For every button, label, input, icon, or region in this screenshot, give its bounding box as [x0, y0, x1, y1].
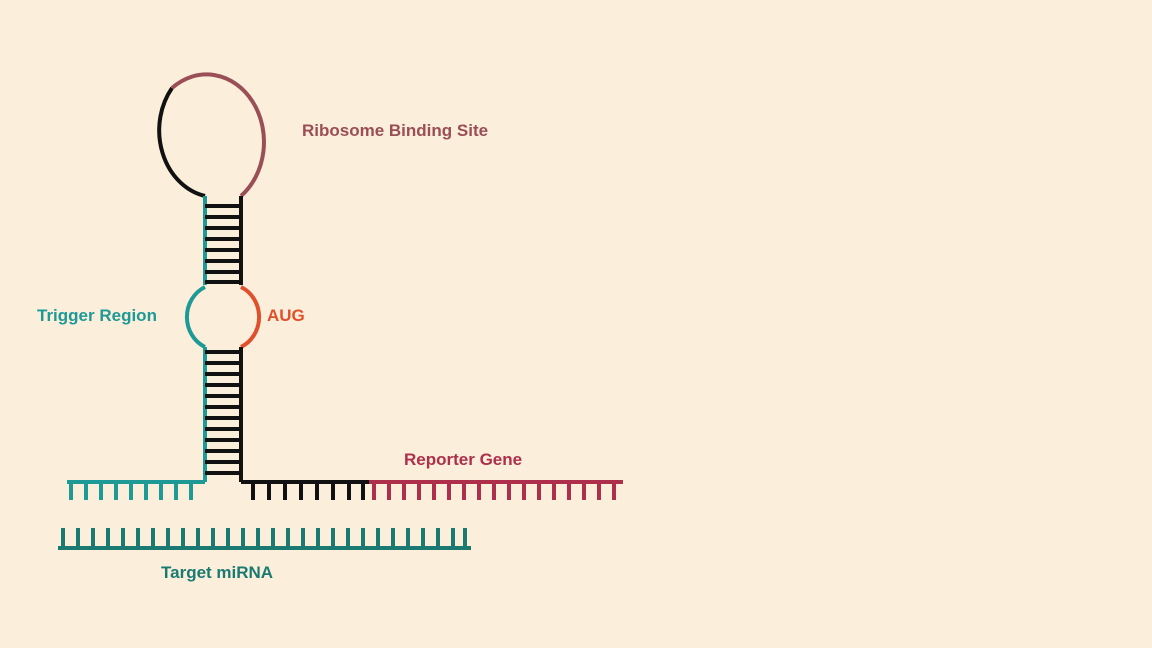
reporter-gene-strand-bases — [372, 482, 616, 500]
lower-stem-base-pairs — [205, 350, 241, 475]
upper-stem-base-pairs — [205, 204, 241, 284]
rbs-loop-arc — [170, 72, 266, 198]
trigger-region-label: Trigger Region — [37, 306, 157, 325]
ribosome-binding-site-label: Ribosome Binding Site — [302, 121, 489, 140]
target-mirna-bases — [61, 528, 467, 548]
target-mirna-label: Target miRNA — [161, 563, 274, 582]
aug-label: AUG — [267, 306, 305, 325]
linker-strand-bases — [251, 482, 365, 500]
reporter-gene-label: Reporter Gene — [404, 450, 523, 469]
aug-bulge-arc — [240, 285, 262, 349]
trigger-bulge-arc — [184, 285, 206, 349]
toehold-strand-bases — [69, 482, 193, 500]
rbs-loop-black-arc — [157, 86, 206, 198]
